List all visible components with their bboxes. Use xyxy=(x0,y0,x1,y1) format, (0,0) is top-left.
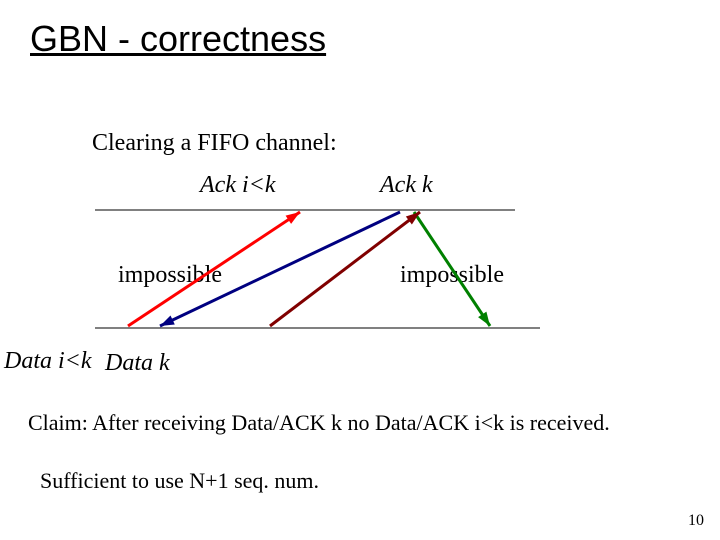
diagram-svg xyxy=(0,0,720,540)
arrow-dkred xyxy=(270,212,420,326)
page-title: GBN - correctness xyxy=(30,18,326,60)
label-ack-k: Ack k xyxy=(380,172,433,199)
claim-text: Claim: After receiving Data/ACK k no Dat… xyxy=(28,410,610,436)
label-data-ik: Data i<k xyxy=(4,348,92,375)
label-impossible-left: impossible xyxy=(118,262,222,289)
slide-number: 10 xyxy=(688,512,704,530)
label-ack-ik: Ack i<k xyxy=(200,172,275,199)
label-data-k: Data k xyxy=(105,350,170,377)
subtitle: Clearing a FIFO channel: xyxy=(92,130,337,157)
sufficient-text: Sufficient to use N+1 seq. num. xyxy=(40,468,319,494)
label-impossible-right: impossible xyxy=(400,262,504,289)
